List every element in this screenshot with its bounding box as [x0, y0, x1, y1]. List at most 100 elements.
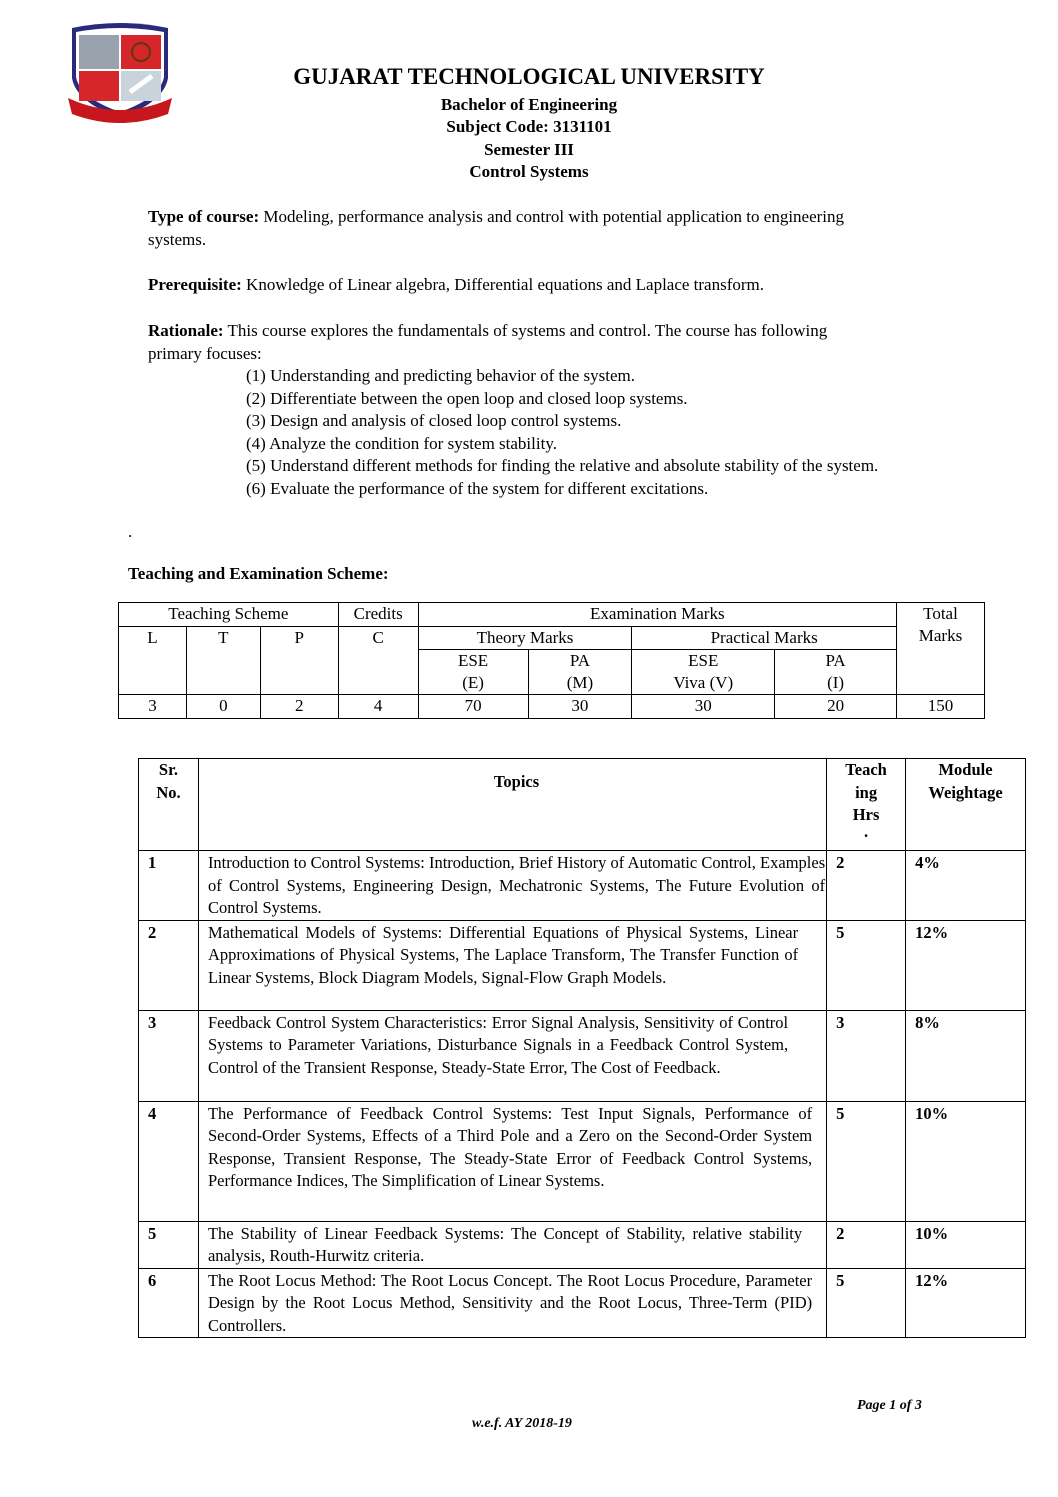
prereq-text: Knowledge of Linear algebra, Differentia…	[241, 275, 765, 294]
value-viva: 30	[631, 694, 776, 719]
type-text: Modeling, performance analysis and contr…	[148, 207, 845, 249]
focus-item: (2) Differentiate between the open loop …	[246, 388, 688, 408]
topic-text: The Stability of Linear Feedback Systems…	[197, 1220, 828, 1269]
topic-text: Feedback Control System Characteristics:…	[197, 1009, 828, 1102]
wef-note: w.e.f. AY 2018-19	[472, 1416, 572, 1431]
topic-hrs: 2	[826, 1220, 907, 1269]
university-name: GUJARAT TECHNOLOGICAL UNIVERSITY	[293, 64, 765, 89]
type-label: Type of course:	[148, 207, 260, 226]
semester: Semester III	[484, 140, 574, 159]
focus-item: (5) Understand different methods for fin…	[246, 456, 879, 475]
focus-item: (3) Design and analysis of closed loop c…	[246, 411, 622, 430]
sr-no-header: Sr. No.	[138, 758, 199, 851]
topic-no: 4	[138, 1100, 199, 1222]
topic-row: 6 The Root Locus Method: The Root Locus C…	[138, 1267, 1026, 1338]
value-p: 2	[259, 694, 339, 719]
marks-label: Marks	[918, 626, 963, 645]
topics-header: Topics	[197, 758, 828, 851]
total-label: Total	[923, 604, 958, 623]
topic-text: The Root Locus Method: The Root Locus Co…	[197, 1267, 828, 1338]
topic-row: 4 The Performance of Feedback Control Sys…	[138, 1100, 1026, 1222]
type-of-course: Type of course: Modeling, performance an…	[148, 206, 868, 251]
hrs-label: Teach	[845, 760, 887, 779]
rationale: Rationale: This course explores the fund…	[148, 320, 868, 365]
teaching-scheme-header: Teaching Scheme	[118, 602, 339, 627]
value-pa-m: 30	[527, 694, 633, 719]
topic-no: 6	[138, 1267, 199, 1338]
viva-label: Viva (V)	[673, 673, 734, 692]
topic-weight: 12%	[905, 1267, 1026, 1338]
weightage-header: Module Weightage	[905, 758, 1026, 851]
topics-header-row: Sr. No. Topics Teach ing Hrs. Module Weighta…	[138, 758, 1026, 851]
topic-row: 2 Mathematical Models of Systems: Differe…	[138, 919, 1026, 1011]
value-t: 0	[185, 694, 261, 719]
scheme-table: Teaching Scheme Credits Examination Marks T…	[118, 602, 985, 719]
pa-m-header: PA (M)	[527, 649, 633, 695]
topic-hrs: 2	[826, 850, 907, 921]
topic-hrs: 3	[826, 1009, 907, 1102]
topic-weight: 10%	[905, 1220, 1026, 1269]
value-l: 3	[118, 694, 187, 719]
pa-i-header: PA (I)	[774, 649, 897, 695]
topic-row: 5 The Stability of Linear Feedback System…	[138, 1220, 1026, 1269]
ese-label: ESE	[688, 651, 719, 670]
sr-label: Sr.	[158, 760, 179, 779]
ese-viva-header: ESE Viva (V)	[631, 649, 776, 695]
practical-header: Practical Marks	[631, 626, 897, 650]
topic-hrs: 5	[826, 1267, 907, 1338]
value-total: 150	[896, 694, 985, 719]
rationale-label: Rationale:	[148, 321, 224, 340]
value-ese: 70	[417, 694, 529, 719]
exam-marks-header: Examination Marks	[417, 602, 898, 627]
topic-row: 1 Introduction to Control Systems: Introd…	[138, 850, 1026, 921]
focus-item: (1) Understanding and predicting behavio…	[246, 366, 636, 385]
topic-no: 1	[138, 850, 199, 921]
hrs-label: Hrs	[852, 805, 880, 824]
credits-header: Credits	[337, 602, 419, 627]
prereq-label: Prerequisite:	[148, 275, 242, 294]
hrs-label: ing	[855, 782, 878, 802]
topic-hrs: 5	[826, 919, 907, 1011]
no-label: No.	[156, 782, 181, 802]
prerequisite: Prerequisite: Knowledge of Linear algebr…	[148, 274, 868, 297]
scheme-values-row: 3 0 2 4 70 30 30 20 150	[118, 694, 985, 719]
m-label: (M)	[566, 673, 594, 692]
pa-label: PA	[569, 651, 591, 670]
l-header: L	[118, 626, 187, 695]
i-label: (I)	[827, 673, 845, 692]
pa-label: PA	[825, 651, 846, 670]
topic-weight: 10%	[905, 1100, 1026, 1222]
value-pa-i: 20	[774, 694, 897, 719]
c-header: C	[337, 626, 419, 695]
focus-item: (6) Evaluate the performance of the syst…	[246, 478, 709, 498]
weightage-label: Weightage	[928, 782, 1003, 802]
program: Bachelor of Engineering	[440, 95, 618, 114]
focus-item: (4) Analyze the condition for system sta…	[246, 433, 557, 453]
subject-title: Control Systems	[469, 162, 589, 181]
topics-table: Sr. No. Topics Teach ing Hrs. Module Weighta…	[138, 758, 1026, 1338]
topic-weight: 8%	[905, 1009, 1026, 1102]
t-header: T	[185, 626, 261, 695]
hrs-label: .	[864, 821, 869, 841]
topic-hrs: 5	[826, 1100, 907, 1222]
value-c: 4	[337, 694, 419, 719]
university-logo	[68, 23, 172, 123]
stray-dot: .	[128, 522, 133, 541]
topic-text: Introduction to Control Systems: Introdu…	[197, 850, 828, 921]
weightage-label: Module	[938, 760, 993, 779]
subject-code: Subject Code: 3131101	[446, 117, 612, 136]
ese-e-header: ESE (E)	[417, 649, 529, 695]
focus-list: (1) Understanding and predicting behavio…	[246, 365, 926, 500]
theory-header: Theory Marks	[417, 626, 633, 650]
p-header: P	[259, 626, 339, 695]
page-number: Page 1 of 3	[857, 1398, 922, 1413]
total-marks-header: Total Marks	[896, 602, 985, 695]
ese-label: ESE	[457, 651, 489, 670]
topic-weight: 4%	[905, 850, 1026, 921]
topic-no: 3	[138, 1009, 199, 1102]
teaching-hrs-header: Teach ing Hrs.	[826, 758, 907, 851]
topic-weight: 12%	[905, 919, 1026, 1011]
e-label: (E)	[462, 673, 484, 692]
scheme-heading: Teaching and Examination Scheme:	[128, 564, 389, 583]
topic-no: 2	[138, 919, 199, 1011]
